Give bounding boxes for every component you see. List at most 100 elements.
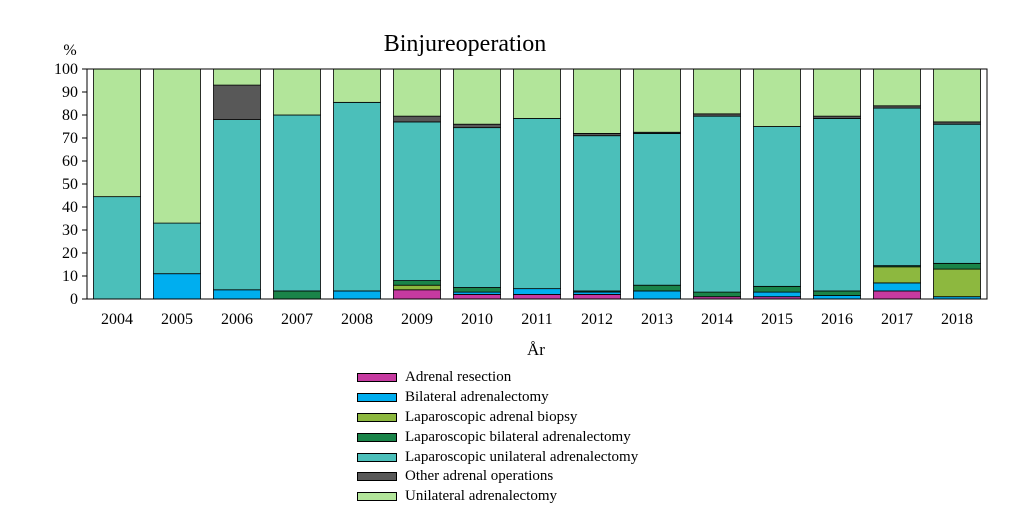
y-axis-ticks: 0 10 20 30 40 50 60 70 80 90 100 — [54, 61, 87, 308]
bar-segment-2009-4 — [393, 121, 441, 281]
legend-swatch — [357, 412, 397, 422]
x-tick-label: 2012 — [581, 311, 613, 328]
bar-segment-2018-4 — [933, 123, 981, 264]
bar-segment-2008-6 — [333, 68, 381, 103]
bar-segment-2018-6 — [933, 68, 981, 123]
bar-segment-2010-4 — [453, 127, 501, 288]
legend-item: Unilateral adrenalectomy — [357, 487, 638, 507]
y-tick-label: 30 — [62, 222, 78, 239]
bar-segment-2015-6 — [753, 68, 801, 127]
bar-segment-2016-3 — [813, 290, 861, 296]
x-axis-label: År — [527, 340, 545, 359]
y-axis-unit-label: % — [63, 42, 76, 59]
bar-segment-2015-1 — [753, 291, 801, 298]
bar-segment-2017-4 — [873, 107, 921, 267]
legend-item: Laparoscopic unilateral adrenalectomy — [357, 447, 638, 467]
y-tick-label: 90 — [62, 84, 78, 101]
x-tick-label: 2005 — [161, 311, 193, 328]
bar-segment-2012-6 — [573, 68, 621, 134]
bar-segment-2012-4 — [573, 135, 621, 292]
chart-title: Binjureoperation — [384, 31, 547, 57]
legend-swatch — [357, 393, 397, 403]
x-tick-label: 2017 — [881, 311, 913, 328]
legend-item: Laparoscopic bilateral adrenalectomy — [357, 427, 638, 447]
bar-segment-2009-5 — [393, 115, 441, 123]
bar-segment-2017-2 — [873, 266, 921, 284]
y-tick-label: 20 — [62, 245, 78, 262]
bar-segment-2016-4 — [813, 118, 861, 292]
legend-swatch — [357, 373, 397, 383]
legend-label: Unilateral adrenalectomy — [405, 488, 558, 505]
bar-segment-2015-3 — [753, 285, 801, 293]
bar-segment-2005-4 — [153, 222, 201, 275]
bars-group — [93, 68, 981, 300]
bar-segment-2013-6 — [633, 68, 681, 133]
y-tick-label: 50 — [62, 176, 78, 193]
bar-segment-2006-6 — [213, 68, 261, 86]
legend-swatch — [357, 472, 397, 482]
legend-label: Laparoscopic bilateral adrenalectomy — [405, 428, 631, 445]
bar-segment-2009-3 — [393, 280, 441, 286]
bar-segment-2006-4 — [213, 119, 261, 291]
bar-segment-2007-3 — [273, 290, 321, 300]
bar-segment-2011-1 — [513, 288, 561, 295]
bar-segment-2016-1 — [813, 295, 861, 300]
bar-segment-2010-6 — [453, 68, 501, 125]
y-tick-label: 80 — [62, 107, 78, 124]
bar-segment-2018-3 — [933, 262, 981, 270]
bar-segment-2006-5 — [213, 84, 261, 120]
x-tick-label: 2008 — [341, 311, 373, 328]
bar-segment-2017-6 — [873, 68, 921, 107]
legend: Adrenal resection Bilateral adrenalectomy… — [357, 368, 638, 507]
bar-segment-2008-1 — [333, 290, 381, 300]
legend-label: Adrenal resection — [405, 369, 512, 386]
legend-label: Other adrenal operations — [405, 468, 554, 485]
legend-item: Bilateral adrenalectomy — [357, 388, 638, 408]
bar-segment-2013-4 — [633, 132, 681, 286]
bar-segment-2013-1 — [633, 290, 681, 300]
x-tick-label: 2004 — [101, 311, 133, 328]
y-tick-label: 40 — [62, 199, 78, 216]
bar-segment-2007-4 — [273, 114, 321, 292]
bar-segment-2005-1 — [153, 273, 201, 300]
legend-item: Laparoscopic adrenal biopsy — [357, 408, 638, 428]
bar-segment-2011-0 — [513, 293, 561, 300]
x-tick-label: 2006 — [221, 311, 253, 328]
x-tick-label: 2009 — [401, 311, 433, 328]
bar-segment-2004-4 — [93, 196, 141, 300]
x-tick-label: 2010 — [461, 311, 493, 328]
bar-segment-2010-3 — [453, 287, 501, 293]
bar-segment-2017-1 — [873, 282, 921, 292]
y-tick-label: 10 — [62, 268, 78, 285]
bar-segment-2009-6 — [393, 68, 441, 117]
x-tick-label: 2015 — [761, 311, 793, 328]
bar-segment-2007-6 — [273, 68, 321, 116]
x-tick-label: 2011 — [521, 311, 552, 328]
bar-segment-2011-4 — [513, 118, 561, 290]
bar-segment-2006-1 — [213, 289, 261, 300]
bar-segment-2016-6 — [813, 68, 861, 117]
bar-segment-2011-6 — [513, 68, 561, 119]
bar-segment-2013-3 — [633, 284, 681, 292]
legend-label: Laparoscopic unilateral adrenalectomy — [405, 448, 639, 465]
legend-swatch — [357, 492, 397, 502]
bar-segment-2014-4 — [693, 115, 741, 293]
y-tick-label: 0 — [70, 291, 78, 308]
legend-item: Adrenal resection — [357, 368, 638, 388]
bar-segment-2005-6 — [153, 68, 201, 224]
bar-segment-2008-4 — [333, 101, 381, 292]
bar-segment-2014-3 — [693, 291, 741, 298]
bar-segment-2009-0 — [393, 289, 441, 300]
bar-segment-2018-2 — [933, 268, 981, 298]
legend-item: Other adrenal operations — [357, 467, 638, 487]
bar-segment-2004-6 — [93, 68, 141, 198]
legend-swatch — [357, 452, 397, 462]
legend-swatch — [357, 432, 397, 442]
bar-segment-2010-0 — [453, 293, 501, 300]
bar-segment-2015-4 — [753, 126, 801, 287]
bar-segment-2014-6 — [693, 68, 741, 115]
plot-frame — [86, 68, 988, 300]
x-tick-label: 2007 — [281, 311, 313, 328]
x-tick-label: 2018 — [941, 311, 973, 328]
